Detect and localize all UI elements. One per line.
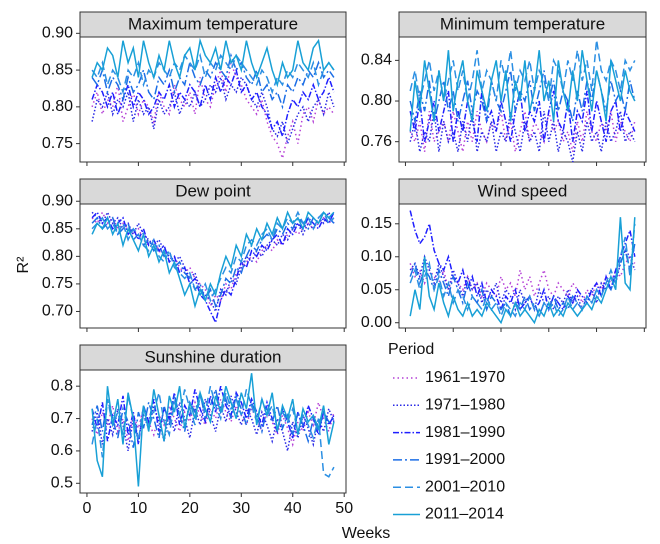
- panel-frame: [79, 369, 347, 494]
- series-line: [409, 111, 636, 163]
- x-tick-label: 50: [335, 500, 353, 517]
- series-line: [409, 243, 636, 319]
- x-tick-label: 0: [82, 500, 91, 517]
- y-tick-label: 0.05: [361, 281, 392, 298]
- x-tick-label: 30: [232, 500, 250, 517]
- y-tick-label: 0.76: [361, 133, 392, 150]
- y-tick-label: 0.6: [51, 442, 73, 459]
- y-tick-label: 0.85: [42, 220, 73, 237]
- strip: [79, 178, 347, 205]
- panel-frame: [398, 203, 647, 329]
- legend-title: Period: [388, 341, 434, 358]
- y-tick-label: 0.70: [42, 303, 73, 320]
- legend-label: 1991–2000: [425, 451, 505, 468]
- strip: [79, 11, 347, 38]
- panel-title: Minimum temperature: [440, 14, 605, 33]
- series-line: [91, 74, 335, 147]
- strip: [79, 344, 347, 371]
- series-line: [91, 210, 335, 309]
- y-tick-label: 0.00: [361, 314, 392, 331]
- panel-title: Sunshine duration: [144, 347, 281, 366]
- y-tick-label: 0.85: [42, 61, 73, 78]
- series-line: [91, 396, 335, 448]
- legend-label: 1981–1990: [425, 424, 505, 441]
- legend-label: 1971–1980: [425, 397, 505, 414]
- y-tick-label: 0.10: [361, 248, 392, 265]
- series-line: [91, 52, 335, 95]
- y-tick-label: 0.90: [42, 192, 73, 209]
- x-tick-label: 40: [284, 500, 302, 517]
- series-line: [91, 210, 335, 314]
- panel-title: Wind speed: [478, 181, 568, 200]
- series-line: [409, 111, 636, 152]
- panel-frame: [79, 203, 347, 329]
- x-axis-label: Weeks: [342, 525, 391, 542]
- y-tick-label: 0.90: [42, 25, 73, 42]
- series-line: [409, 90, 636, 142]
- series-line: [409, 50, 636, 132]
- legend-label: 2001–2010: [425, 478, 505, 495]
- y-tick-label: 0.7: [51, 410, 73, 427]
- series-line: [91, 395, 335, 452]
- y-tick-label: 0.80: [361, 92, 392, 109]
- y-tick-label: 0.75: [42, 135, 73, 152]
- y-tick-label: 0.75: [42, 275, 73, 292]
- series-line: [91, 52, 335, 110]
- strip: [398, 178, 647, 205]
- y-tick-label: 0.84: [361, 52, 392, 69]
- series-line: [91, 67, 335, 139]
- panel-title: Maximum temperature: [128, 14, 298, 33]
- series-line: [409, 223, 636, 319]
- x-tick-label: 10: [129, 500, 147, 517]
- series-line: [91, 373, 335, 487]
- y-tick-label: 0.15: [361, 215, 392, 232]
- y-tick-label: 0.8: [51, 377, 73, 394]
- strip: [398, 11, 647, 38]
- y-tick-label: 0.80: [42, 98, 73, 115]
- y-tick-label: 0.5: [51, 475, 73, 492]
- panel-frame: [398, 36, 647, 163]
- series-line: [91, 37, 335, 88]
- panel-title: Dew point: [175, 181, 251, 200]
- series-line: [409, 217, 636, 325]
- panel-frame: [79, 36, 347, 163]
- x-tick-label: 20: [181, 500, 199, 517]
- series-line: [91, 59, 335, 161]
- y-axis-label: R²: [15, 256, 32, 274]
- series-line: [91, 210, 335, 309]
- series-line: [409, 210, 636, 313]
- legend-label: 1961–1970: [425, 369, 505, 386]
- legend-label: 2011–2014: [425, 506, 504, 523]
- y-tick-label: 0.80: [42, 248, 73, 265]
